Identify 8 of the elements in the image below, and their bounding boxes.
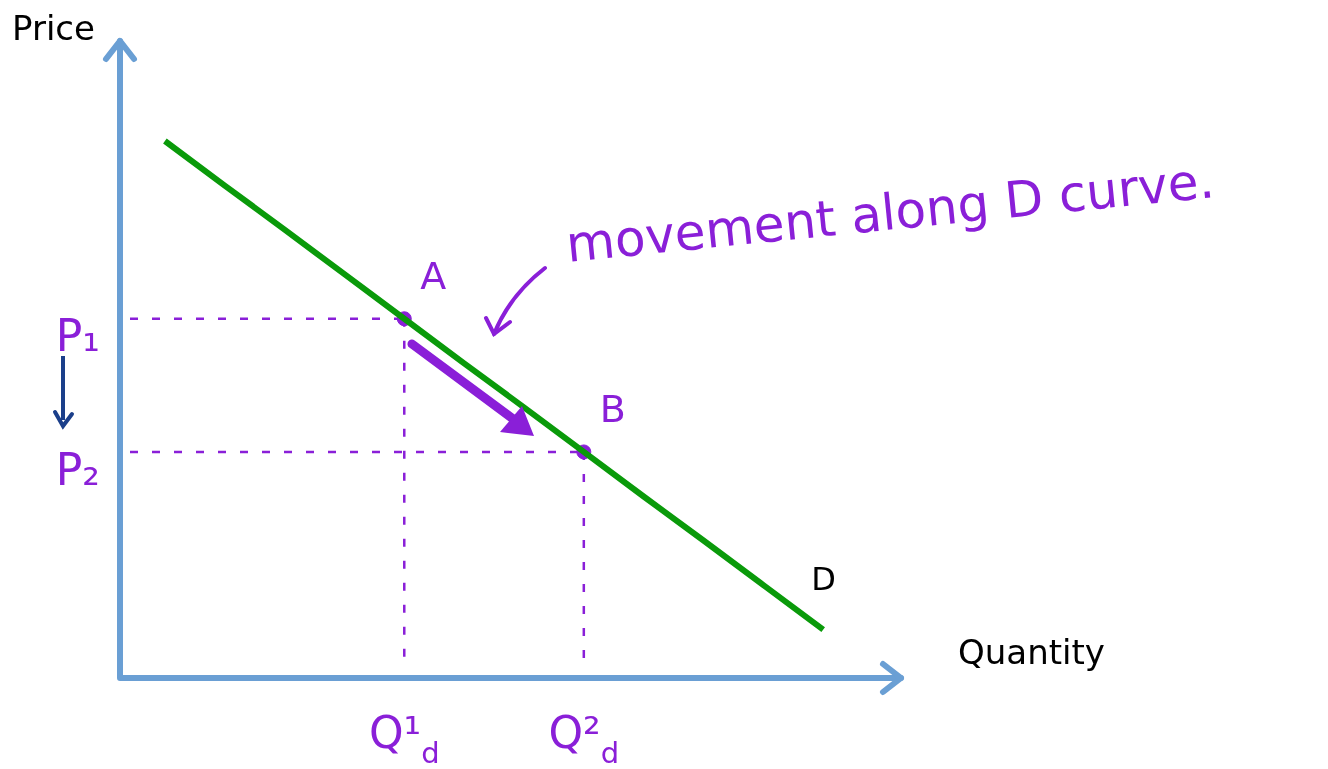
series-label: D <box>811 559 836 598</box>
text: P₁ <box>55 310 100 361</box>
annotation: B <box>599 386 626 431</box>
y-axis-title: Price <box>12 8 95 48</box>
annotation: A <box>420 253 447 298</box>
annotation: movement along D curve. <box>563 151 1217 274</box>
x-axis-title: Quantity <box>958 632 1105 672</box>
text: P₂ <box>55 444 100 495</box>
